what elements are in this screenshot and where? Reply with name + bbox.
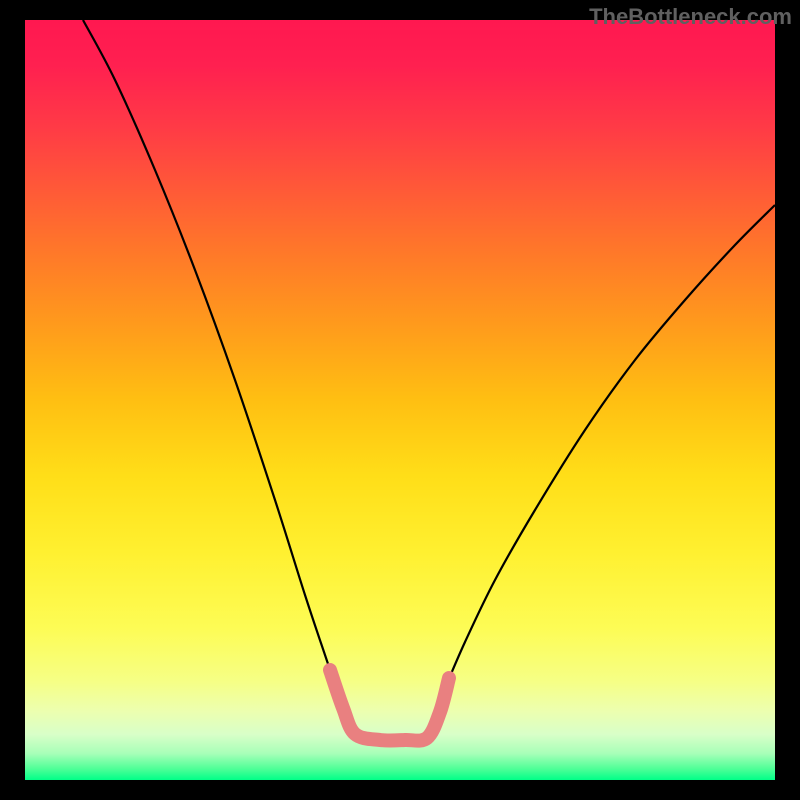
bottleneck-curve-right [435, 205, 775, 710]
curve-overlay [25, 20, 775, 780]
optimal-range-marker [330, 670, 449, 741]
plot-area [25, 20, 775, 780]
watermark-text: TheBottleneck.com [589, 4, 792, 30]
bottleneck-curve-left [83, 20, 345, 710]
chart-container: TheBottleneck.com [0, 0, 800, 800]
